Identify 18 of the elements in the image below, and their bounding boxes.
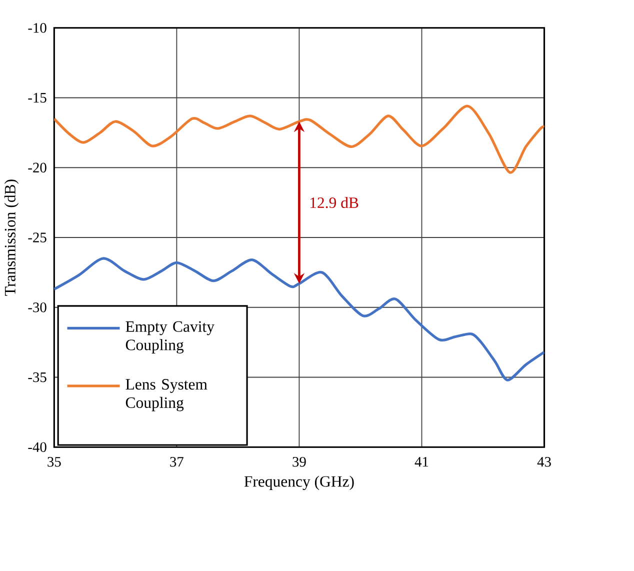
y-tick-label: -30 xyxy=(28,302,46,312)
y-tick-label: -10 xyxy=(28,23,46,33)
legend-label: Empty Cavity Coupling xyxy=(126,321,214,354)
legend-label: Lens System Coupling xyxy=(126,379,208,412)
x-tick-label: 35 xyxy=(48,457,61,467)
x-tick-label: 43 xyxy=(537,457,551,467)
y-axis-title: Transmission (dB) xyxy=(4,180,19,296)
x-tick-label: 41 xyxy=(414,457,428,467)
ref-line-label: 12.9 dB xyxy=(310,197,358,208)
line-series xyxy=(54,104,544,174)
y-tick-label: -25 xyxy=(28,232,46,242)
x-tick-label: 39 xyxy=(292,457,306,467)
y-tick-label: -35 xyxy=(28,372,46,382)
y-tick-label: -40 xyxy=(28,442,46,452)
y-tick-label: -20 xyxy=(28,162,46,173)
x-axis-title: Frequency (GHz) xyxy=(244,476,354,490)
y-tick-label: -15 xyxy=(28,93,46,103)
x-tick-label: 37 xyxy=(170,457,184,467)
